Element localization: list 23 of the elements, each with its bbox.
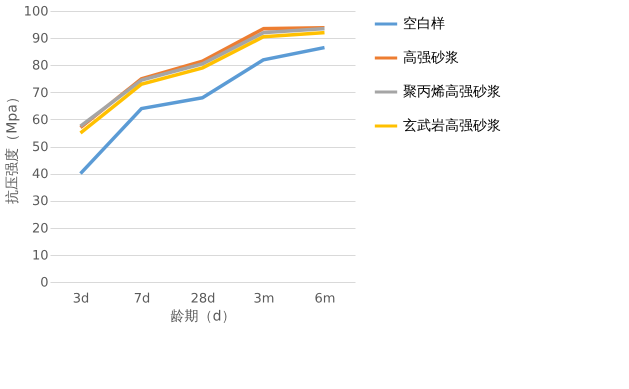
x-tick-label: 28d: [190, 292, 216, 306]
y-tick-label: 90: [32, 32, 48, 47]
y-axis-title: 抗压强度（Mpa）: [4, 90, 21, 204]
legend-label: 空白样: [403, 16, 445, 32]
x-axis-title: 龄期（d）: [170, 308, 236, 324]
x-tick-label: 3m: [254, 292, 274, 306]
y-tick-label: 60: [32, 112, 48, 128]
y-tick-label: 40: [32, 167, 48, 182]
y-tick-label: 100: [24, 4, 48, 20]
line-series: [78, 46, 326, 176]
legend-label: 高强砂浆: [403, 50, 459, 66]
x-tick-label: 3d: [72, 292, 90, 306]
legend-label: 玄武岩高强砂浆: [403, 118, 501, 134]
y-tick-label: 0: [40, 276, 48, 290]
x-tick-label: 6m: [314, 292, 336, 306]
legend-label: 聚丙烯高强砂浆: [403, 84, 501, 100]
y-tick-label: 10: [32, 248, 48, 264]
y-tick-label: 80: [32, 58, 48, 74]
x-tick-label: 7d: [134, 292, 150, 306]
y-tick-label: 70: [32, 86, 48, 101]
y-tick-label: 50: [32, 140, 48, 155]
y-tick-label: 30: [32, 194, 48, 210]
y-tick-label: 20: [32, 221, 48, 236]
